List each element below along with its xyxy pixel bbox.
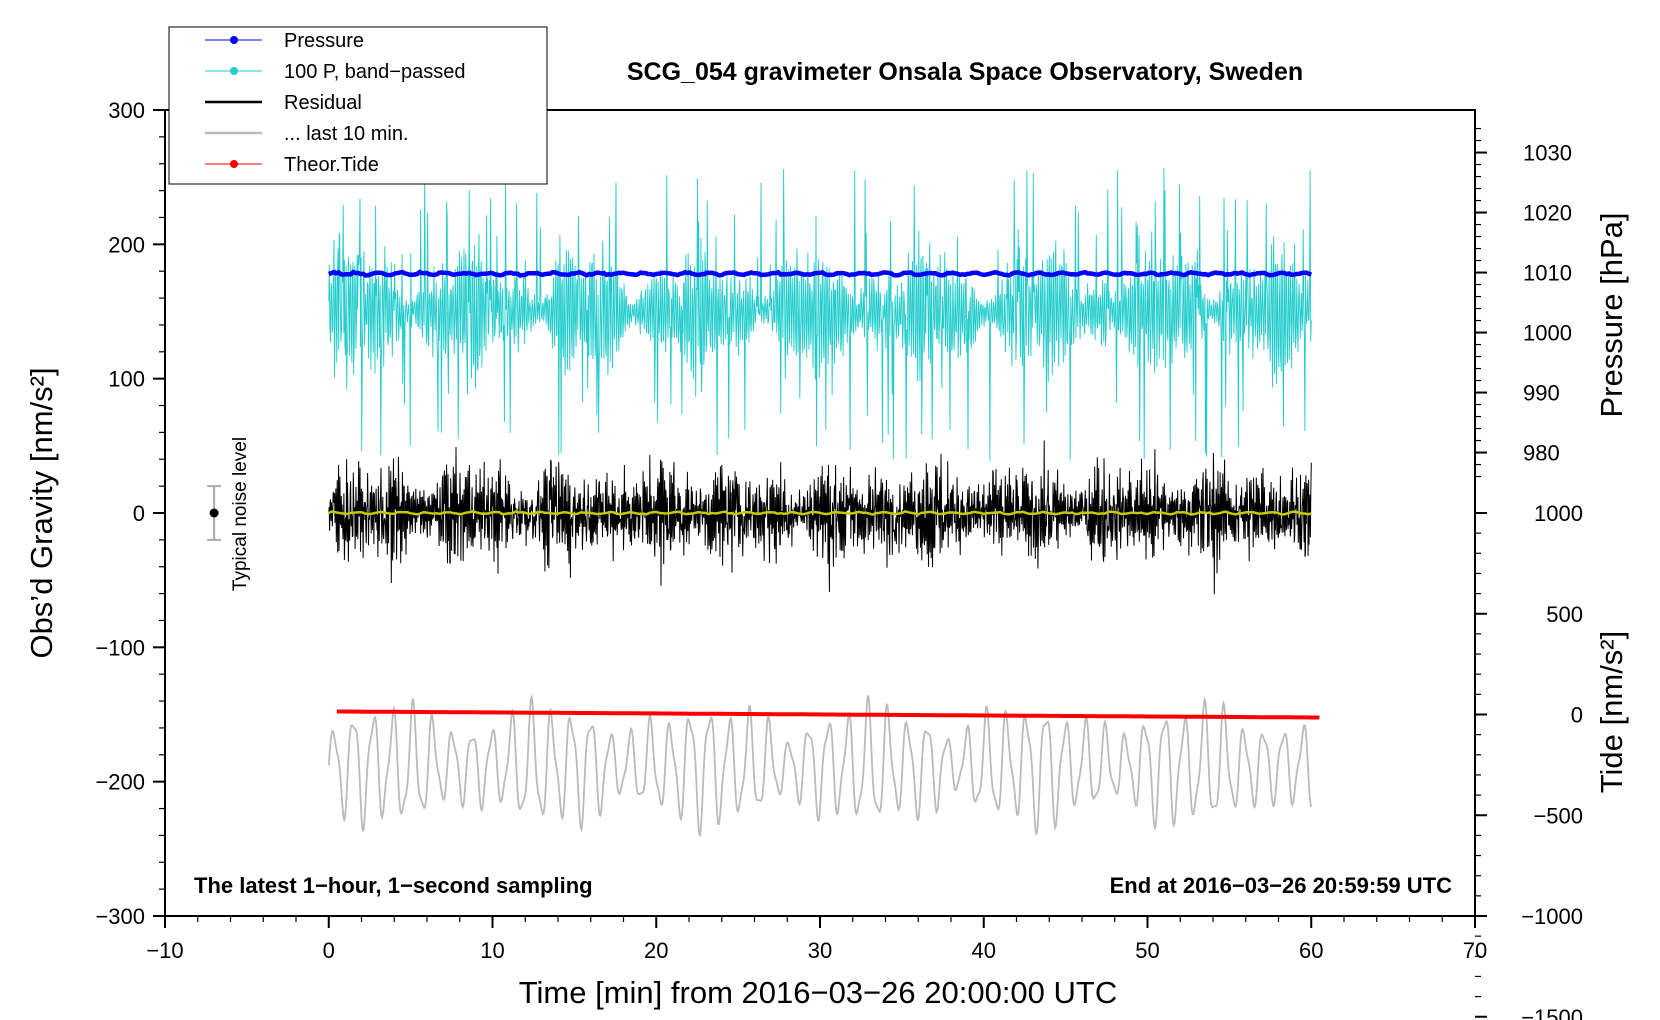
legend-swatch-marker [230,67,238,75]
y-tick-label: −200 [95,770,145,795]
x-axis-ticks: −10 0 10 20 30 40 50 60 70 [146,916,1487,963]
x-tick-label: 30 [808,938,832,963]
noise-point [209,508,219,518]
pressure-tick-label: 1010 [1523,261,1572,286]
bandpassed-pressure-series [328,167,1312,461]
legend: Pressure 100 P, band−passed Residual ... la… [168,26,548,185]
y-tick-label: 300 [108,98,145,123]
tide-tick-label: −500 [1533,803,1583,828]
tide-tick-label: 500 [1546,602,1583,627]
pressure-tick-label: 990 [1523,381,1560,406]
y-axis-left-title: Obs’d Gravity [nm/s²] [24,367,59,658]
x-axis-title: Time [min] from 2016−03−26 20:00:00 UTC [519,975,1118,1010]
legend-label: Residual [284,92,362,114]
pressure-axis-ticks: 1030 1020 1010 1000 990 980 [1475,127,1572,478]
x-tick-label: 10 [480,938,504,963]
tide-tick-label: −1000 [1521,904,1583,929]
tide-tick-label: 1000 [1534,501,1583,526]
pressure-tick-label: 1000 [1523,321,1572,346]
pressure-tick-label: 980 [1523,441,1560,466]
y-tick-label: 100 [108,367,145,392]
legend-label: Pressure [284,30,364,52]
pressure-tick-label: 1030 [1523,141,1572,166]
tide-axis-title: Tide [nm/s²] [1594,631,1629,794]
noise-level-marker [207,485,222,541]
y-tick-label: −300 [95,904,145,929]
x-tick-label: 60 [1299,938,1323,963]
theor-tide-series [336,709,1320,720]
chart-title: SCG_054 gravimeter Onsala Space Observat… [627,58,1303,86]
noise-level-label: Typical noise level [230,437,251,591]
pressure-tick-label: 1020 [1523,201,1572,226]
residual-series [328,440,1312,595]
x-tick-label: 50 [1135,938,1159,963]
note-sampling: The latest 1−hour, 1−second sampling [194,873,593,898]
y-tick-label: 0 [133,501,145,526]
legend-label: ... last 10 min. [284,123,409,145]
x-tick-label: 70 [1463,938,1487,963]
note-end-time: End at 2016−03−26 20:59:59 UTC [1110,873,1453,898]
pressure-axis-title: Pressure [hPa] [1594,212,1629,417]
pressure-series [328,269,1313,279]
legend-swatch-marker [230,160,238,168]
legend-swatch-marker [230,36,238,44]
y-tick-label: −100 [95,635,145,660]
last-10-min-series [327,693,1313,838]
tide-tick-label: 0 [1571,703,1583,728]
tide-axis-ticks: 1000 500 0 −500 −1000 −1500 [1475,501,1583,1020]
residual-mean-series [328,509,1312,516]
x-tick-label: −10 [146,938,183,963]
y-tick-label: 200 [108,232,145,257]
y-axis-left-ticks: 300 200 100 0 −100 −200 −300 [95,98,165,929]
series-layer [327,167,1320,838]
legend-label: 100 P, band−passed [284,61,465,83]
x-tick-label: 0 [323,938,335,963]
legend-label: Theor.Tide [284,154,379,176]
legend-box [168,26,548,185]
x-tick-label: 40 [972,938,996,963]
x-tick-label: 20 [644,938,668,963]
tide-tick-label: −1500 [1521,1005,1583,1020]
